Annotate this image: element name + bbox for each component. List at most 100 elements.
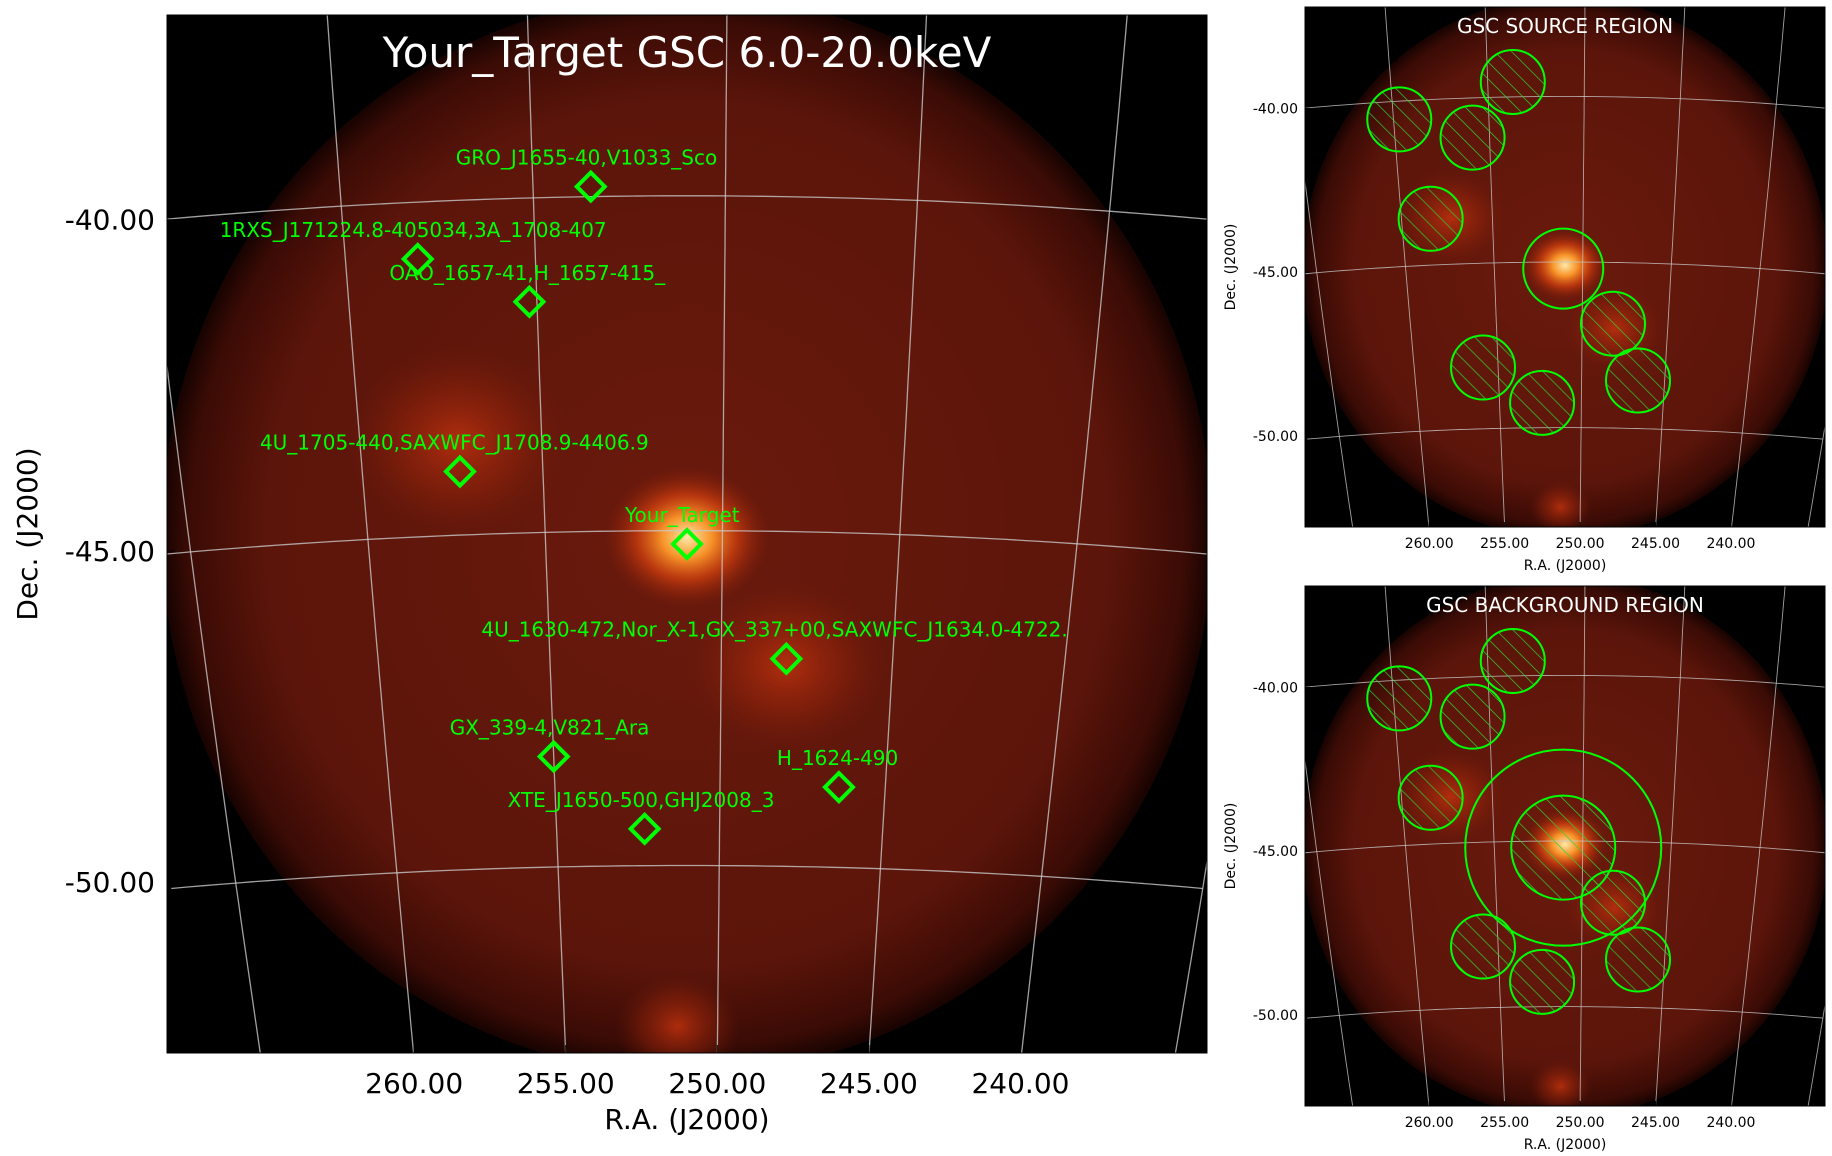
excluded-region [1439,683,1506,750]
source-marker [670,527,704,561]
ra-grid-line [1484,586,1506,1106]
excluded-region [1580,290,1647,357]
source-label: GX_339-4,V821_Ara [450,716,650,740]
plot-frame [1304,585,1826,1107]
dec-grid-line [1305,261,1825,275]
ra-grid-line [716,15,728,1053]
excluded-region [1366,665,1433,732]
excluded-region [1605,347,1672,414]
source-label: XTE_J1650-500,GHJ2008_3 [508,788,775,812]
dec-grid-line [1307,1006,1823,1019]
ra-grid-line [1655,586,1686,1106]
excluded-region [1509,369,1576,436]
background-annulus-outer [1464,748,1663,947]
y-tick-label: -40.00 [1253,680,1298,696]
x-tick-label: 240.00 [971,1067,1069,1100]
y-axis-label: Dec. (J2000) [1223,224,1239,311]
ra-grid-line [1807,1002,1825,1106]
dec-grid-line [1305,674,1825,688]
plot-area [167,15,1207,1053]
source-label: 1RXS_J171224.8-405034,3A_1708-407 [220,218,607,242]
ra-grid-line [868,15,928,1053]
source-region-panel: GSC SOURCE REGION 260.00 255.00 250.00 245.0… [1223,6,1826,574]
x-tick-label: 240.00 [1706,536,1755,552]
ra-grid-line [526,15,567,1053]
source-marker [769,641,804,676]
excluded-region [1510,794,1617,901]
plot-frame [166,14,1208,1054]
emission-blob [343,344,573,539]
ra-grid-line [1384,586,1430,1106]
excluded-region [1366,86,1433,153]
y-tick-label: -50.00 [1253,1008,1298,1024]
ra-grid-line [1174,857,1207,1053]
ra-grid-line [1807,423,1825,527]
source-marker [536,739,571,774]
emission-blob [1529,1059,1592,1106]
y-tick-label: -45.00 [1253,265,1298,281]
emission-blob [682,577,891,754]
x-tick-label: 245.00 [1631,1115,1680,1131]
excluded-region [1450,334,1517,401]
y-tick-label: -40.00 [65,204,155,237]
excluded-region [1605,926,1672,993]
y-tick-label: -45.00 [65,535,155,568]
x-tick-label: 260.00 [365,1067,463,1100]
dec-grid-line [1305,95,1825,109]
ra-grid-line [1305,756,1354,1106]
source-label: H_1624-490 [777,746,898,770]
background-region-panel: GSC BACKGROUND REGION 260.00 255.00 250.00 2… [1223,585,1826,1153]
dec-grid-line [167,195,1207,220]
source-label: Your_Target [624,503,740,527]
ra-grid-line [1305,177,1354,527]
y-tick-label: -50.00 [65,866,155,899]
x-tick-label: 245.00 [1631,536,1680,552]
panel-title: GSC SOURCE REGION [1457,14,1673,38]
source-marker [822,770,856,804]
x-axis-label: R.A. (J2000) [1524,558,1607,574]
x-tick-label: 255.00 [1480,1115,1529,1131]
x-tick-label: 255.00 [1480,536,1529,552]
x-axis-label: R.A. (J2000) [604,1103,769,1136]
main-sky-map-panel: Your_Target GSC 6.0-20.0keV GRO_J1655-40,… [11,14,1208,1136]
emission-blob [1523,229,1607,301]
ra-grid-line [326,15,415,1053]
emission-blob [603,466,771,609]
excluded-region [1479,48,1546,115]
x-tick-label: 240.00 [1706,1115,1755,1131]
excluded-region [1479,627,1546,694]
x-tick-label: 260.00 [1405,536,1454,552]
x-tick-label: 250.00 [668,1067,766,1100]
y-tick-label: -50.00 [1253,429,1298,445]
plot-title: Your_Target GSC 6.0-20.0keV [382,28,992,77]
excluded-region [1439,104,1506,171]
source-region-circle [1522,227,1605,310]
source-label: 4U_1705-440,SAXWFC_J1708.9-4406.9 [260,430,649,454]
ra-grid-line [1731,586,1786,1106]
x-axis-label: R.A. (J2000) [1524,1137,1607,1153]
excluded-region [1397,764,1464,831]
source-label: 4U_1630-472,Nor_X-1,GX_337+00,SAXWFC_J16… [481,618,1067,642]
source-marker [627,811,662,846]
source-marker [443,454,477,489]
panel-title: GSC BACKGROUND REGION [1426,593,1704,617]
source-label: OAO_1657-41,H_1657-415_ [389,261,666,285]
y-tick-label: -40.00 [1253,101,1298,117]
ra-grid-line [1731,7,1786,527]
y-tick-label: -45.00 [1253,844,1298,860]
dec-grid-line [1307,427,1823,440]
y-axis-label: Dec. (J2000) [1223,803,1239,890]
x-tick-label: 250.00 [1556,536,1605,552]
emission-blob [1529,480,1592,527]
x-tick-label: 255.00 [517,1067,615,1100]
source-marker [512,284,547,319]
y-axis-label: Dec. (J2000) [11,447,44,620]
x-tick-label: 260.00 [1405,1115,1454,1131]
ra-grid-line [1020,15,1128,1053]
source-marker [573,169,608,204]
ra-grid-line [1579,7,1586,527]
source-label: GRO_J1655-40,V1033_Sco [456,146,717,170]
excluded-region [1509,948,1576,1015]
excluded-region [1580,869,1647,936]
